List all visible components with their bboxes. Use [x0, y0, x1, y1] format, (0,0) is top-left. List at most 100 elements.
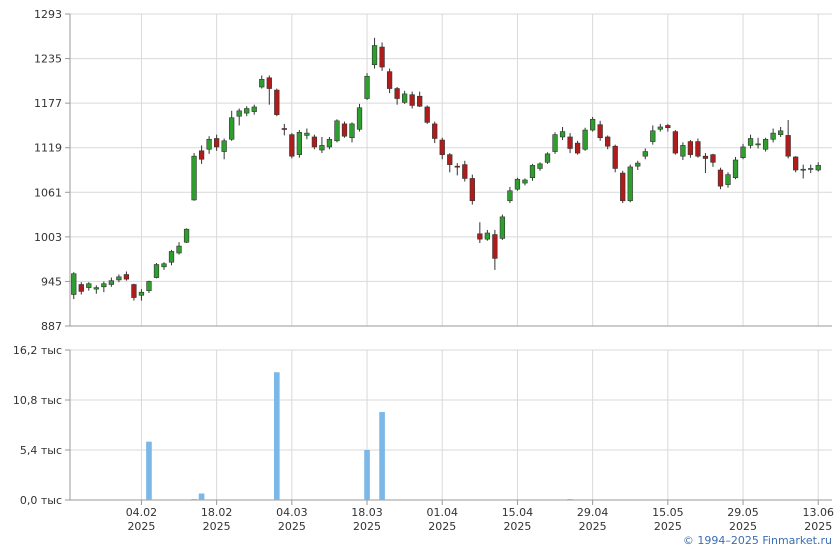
candle-body — [214, 138, 220, 148]
volume-bar — [273, 372, 280, 500]
candle-body — [710, 154, 716, 163]
volume-bar — [146, 441, 152, 500]
candle-body — [778, 130, 784, 135]
candle-body — [507, 190, 513, 202]
candle-body — [296, 132, 302, 155]
date-tick-label: 01.04 — [426, 506, 458, 519]
candle-body — [469, 178, 475, 202]
candle-body — [702, 155, 709, 159]
date-tick-label: 18.03 — [351, 506, 383, 519]
volume-tick-label: 10,8 тыс — [13, 394, 62, 407]
candle-body — [131, 284, 137, 298]
price-tick-label: 1061 — [34, 186, 62, 199]
candle-body — [123, 274, 130, 280]
candle-body — [138, 291, 145, 296]
candle-body — [304, 132, 310, 136]
candle-body — [93, 287, 99, 290]
candle-body — [747, 138, 754, 146]
candle-body — [86, 283, 92, 288]
candle-body — [116, 276, 122, 281]
candle-body — [544, 153, 551, 163]
candle-body — [793, 156, 799, 171]
candle-body — [522, 179, 528, 184]
candle-body — [627, 166, 633, 202]
candle-body — [289, 134, 295, 157]
candle-body — [78, 284, 84, 292]
candle-body — [740, 146, 746, 159]
volume-tick-label: 16,2 тыс — [13, 344, 62, 357]
candle-body — [71, 273, 77, 295]
candle-body — [191, 155, 197, 201]
candle-body — [514, 178, 521, 190]
price-tick-label: 1119 — [34, 142, 62, 155]
price-tick-label: 1293 — [34, 8, 62, 21]
date-tick-label: 29.05 — [727, 506, 759, 519]
candle-body — [447, 154, 453, 165]
date-tick-year: 2025 — [804, 520, 832, 533]
volume-bar — [364, 450, 370, 500]
candle-body — [717, 169, 724, 187]
candle-body — [657, 126, 663, 130]
date-tick-label: 13.06 — [802, 506, 834, 519]
date-tick-label: 29.04 — [577, 506, 609, 519]
volume-bar — [198, 493, 205, 500]
candle-body — [183, 228, 190, 243]
candle-body — [567, 136, 573, 149]
candle-body — [492, 234, 498, 259]
candle-body — [590, 118, 596, 131]
price-tick-label: 887 — [41, 320, 62, 333]
date-tick-year: 2025 — [729, 520, 757, 533]
candle-body — [244, 108, 250, 114]
volume-axis-ticks: 16,2 тыс 10,8 тыс 5,4 тыс 0,0 тыс — [13, 344, 70, 507]
candle-body — [815, 165, 821, 171]
candle-body — [371, 45, 378, 66]
copyright-text[interactable]: © 1994–2025 Finmarket.ru — [682, 534, 832, 547]
candle-body — [198, 150, 205, 160]
price-tick-label: 1003 — [34, 231, 62, 244]
volume-bar — [567, 499, 573, 500]
date-tick-label: 04.02 — [126, 506, 158, 519]
candle-body — [266, 77, 272, 89]
candle-body — [695, 141, 701, 157]
date-tick-label: 04.03 — [276, 506, 308, 519]
candle-body — [364, 75, 370, 99]
candle-body — [432, 123, 438, 139]
candle-body — [229, 117, 235, 140]
candle-body — [808, 168, 814, 170]
candle-body — [386, 71, 393, 89]
candle-body — [770, 132, 776, 140]
date-tick-year: 2025 — [278, 520, 306, 533]
candle-body — [800, 168, 806, 171]
date-tick-label: 15.04 — [502, 506, 534, 519]
candle-body — [732, 159, 739, 178]
candle-body — [417, 95, 423, 107]
date-tick-year: 2025 — [654, 520, 682, 533]
candle-body — [642, 151, 648, 157]
candle-body — [311, 136, 318, 148]
price-axis-ticks: 1293 1235 1177 1119 1061 1003 945 887 — [34, 8, 70, 333]
candle-body — [439, 139, 445, 155]
candle-body — [153, 264, 160, 278]
candle-body — [680, 145, 686, 157]
candle-body — [499, 216, 506, 239]
candle-body — [334, 120, 340, 142]
candle-body — [755, 143, 761, 146]
candle-body — [672, 131, 678, 154]
candle-body — [168, 251, 175, 263]
candle-body — [281, 128, 287, 130]
candle-body — [176, 245, 182, 254]
candle-body — [597, 124, 603, 139]
candle-body — [785, 135, 791, 157]
candle-body — [236, 110, 242, 117]
candle-body — [349, 123, 355, 139]
candle-body — [574, 142, 581, 154]
candle-body — [552, 134, 558, 152]
candle-body — [402, 93, 408, 103]
price-candles — [71, 37, 821, 301]
date-tick-year: 2025 — [503, 520, 531, 533]
candle-body — [274, 89, 280, 115]
candle-body — [251, 106, 257, 112]
candle-body — [101, 283, 107, 288]
candle-body — [341, 123, 348, 137]
